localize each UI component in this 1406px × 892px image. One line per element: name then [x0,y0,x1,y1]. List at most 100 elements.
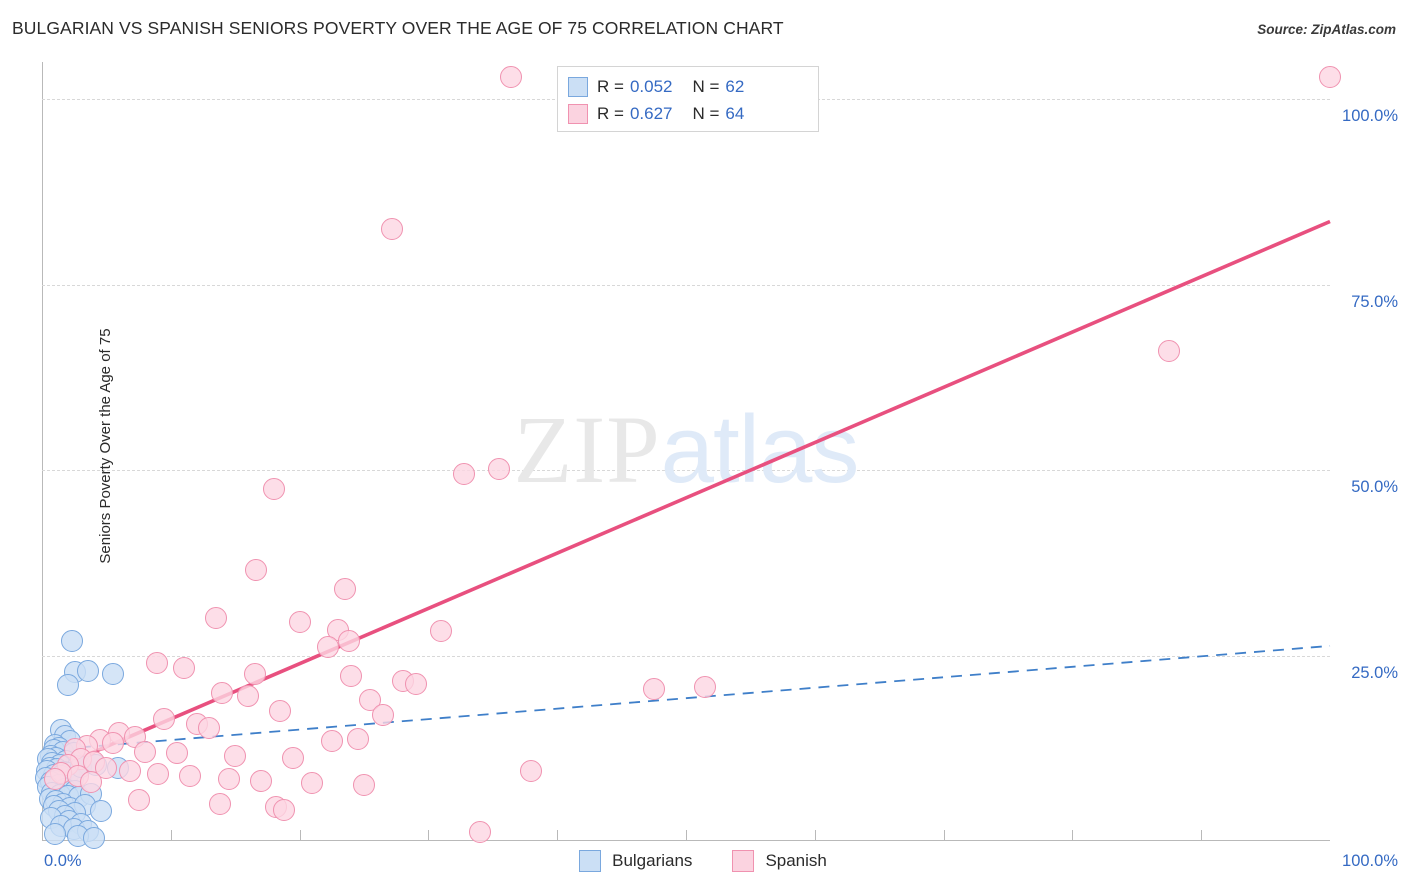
data-point-spanish[interactable] [79,770,102,793]
y-axis-tick-label: 100.0% [1342,107,1398,126]
data-point-spanish[interactable] [468,821,491,844]
data-point-spanish[interactable] [346,727,369,750]
series-swatch-spanish [732,850,755,872]
x-axis-tick [686,830,687,841]
n-label-spanish: N = [692,103,720,123]
data-point-spanish[interactable] [488,457,511,480]
data-point-bulgarians[interactable] [56,674,79,697]
data-point-spanish[interactable] [244,559,267,582]
page-title: BULGARIAN VS SPANISH SENIORS POVERTY OVE… [12,18,784,38]
data-point-spanish[interactable] [269,700,292,723]
data-point-spanish[interactable] [134,740,157,763]
data-point-spanish[interactable] [211,681,234,704]
plot-background [42,62,1330,841]
correlation-legend: R = 0.052 N = 62 R = 0.627 N = 64 [557,66,819,132]
x-axis-min-label: 0.0% [44,852,82,870]
y-axis-tick-label: 75.0% [1351,292,1398,311]
data-point-spanish[interactable] [333,577,356,600]
data-point-bulgarians[interactable] [101,663,124,686]
gridline [42,655,1330,657]
data-point-spanish[interactable] [337,629,360,652]
data-point-spanish[interactable] [430,620,453,643]
x-axis-tick [557,830,559,841]
data-point-spanish[interactable] [1319,65,1341,88]
data-point-spanish[interactable] [204,607,227,630]
data-point-spanish[interactable] [340,664,363,687]
data-point-spanish[interactable] [316,635,339,658]
data-point-spanish[interactable] [172,657,195,680]
x-axis-tick [428,830,430,841]
data-point-spanish[interactable] [145,651,168,674]
data-point-spanish[interactable] [372,703,395,726]
x-axis-tick [1201,830,1203,841]
data-point-spanish[interactable] [520,759,543,782]
gridline [42,284,1330,286]
trend-line-spanish [41,219,1331,776]
data-point-spanish[interactable] [694,676,717,699]
gridline [42,470,1330,472]
data-point-spanish[interactable] [262,477,285,500]
data-point-spanish[interactable] [101,732,124,755]
data-point-spanish[interactable] [166,742,189,765]
data-point-spanish[interactable] [153,707,176,730]
data-point-spanish[interactable] [243,663,266,686]
data-point-spanish[interactable] [381,217,404,240]
data-point-bulgarians[interactable] [82,827,105,850]
plot-area: ZIPatlas [34,62,1341,850]
r-value-bulgarians: 0.052 [629,76,673,96]
r-label-bulgarians: R = [597,76,624,96]
data-point-bulgarians[interactable] [60,629,83,652]
n-value-bulgarians: 62 [725,76,745,96]
data-point-spanish[interactable] [198,717,221,740]
series-swatch-bulgarians [579,850,602,872]
data-point-spanish[interactable] [1158,340,1180,363]
data-point-spanish[interactable] [127,789,150,812]
data-point-spanish[interactable] [320,729,343,752]
x-axis-tick [299,830,301,841]
x-axis-tick [943,830,945,841]
series-legend: Bulgarians Spanish [0,850,1406,872]
data-point-bulgarians[interactable] [77,660,100,683]
series-label-bulgarians: Bulgarians [612,851,693,870]
data-point-spanish[interactable] [282,746,305,769]
series-label-spanish: Spanish [765,851,827,870]
n-value-spanish: 64 [725,103,745,123]
data-point-spanish[interactable] [217,767,240,790]
data-point-spanish[interactable] [404,672,427,695]
legend-item-spanish[interactable]: Spanish [732,850,827,872]
data-point-bulgarians[interactable] [90,800,113,823]
data-point-spanish[interactable] [301,772,324,795]
x-axis-tick [170,830,172,841]
trend-lines [41,219,1331,776]
data-point-spanish[interactable] [224,744,247,767]
data-point-spanish[interactable] [146,763,169,786]
x-axis-max-label: 100.0% [1342,852,1398,870]
legend-item-bulgarians[interactable]: Bulgarians [579,850,692,872]
legend-swatch-bulgarians [568,76,588,97]
n-label-bulgarians: N = [692,76,720,96]
data-point-spanish[interactable] [353,774,375,797]
data-point-spanish[interactable] [179,765,202,788]
y-axis-tick-label: 50.0% [1351,478,1398,497]
x-axis-tick [1072,830,1074,841]
legend-swatch-spanish [568,103,588,124]
data-point-spanish[interactable] [453,462,476,485]
data-point-spanish[interactable] [118,760,141,783]
data-point-spanish[interactable] [249,769,272,792]
y-axis-tick-label: 25.0% [1351,663,1398,682]
correlation-row: R = 0.052 N = 62 [568,73,808,100]
trend-line-bulgarians [41,644,1331,752]
data-point-spanish[interactable] [237,685,260,708]
source-attribution: Source: ZipAtlas.com [1257,22,1396,37]
data-point-spanish[interactable] [642,677,665,700]
data-point-spanish[interactable] [273,798,296,821]
data-point-spanish[interactable] [208,792,231,815]
data-point-spanish[interactable] [288,611,311,634]
r-label-spanish: R = [597,103,624,123]
data-point-spanish[interactable] [499,65,522,88]
correlation-row: R = 0.627 N = 64 [568,100,808,127]
data-point-spanish[interactable] [95,757,118,780]
data-point-spanish[interactable] [43,767,66,790]
data-point-bulgarians[interactable] [43,822,66,845]
